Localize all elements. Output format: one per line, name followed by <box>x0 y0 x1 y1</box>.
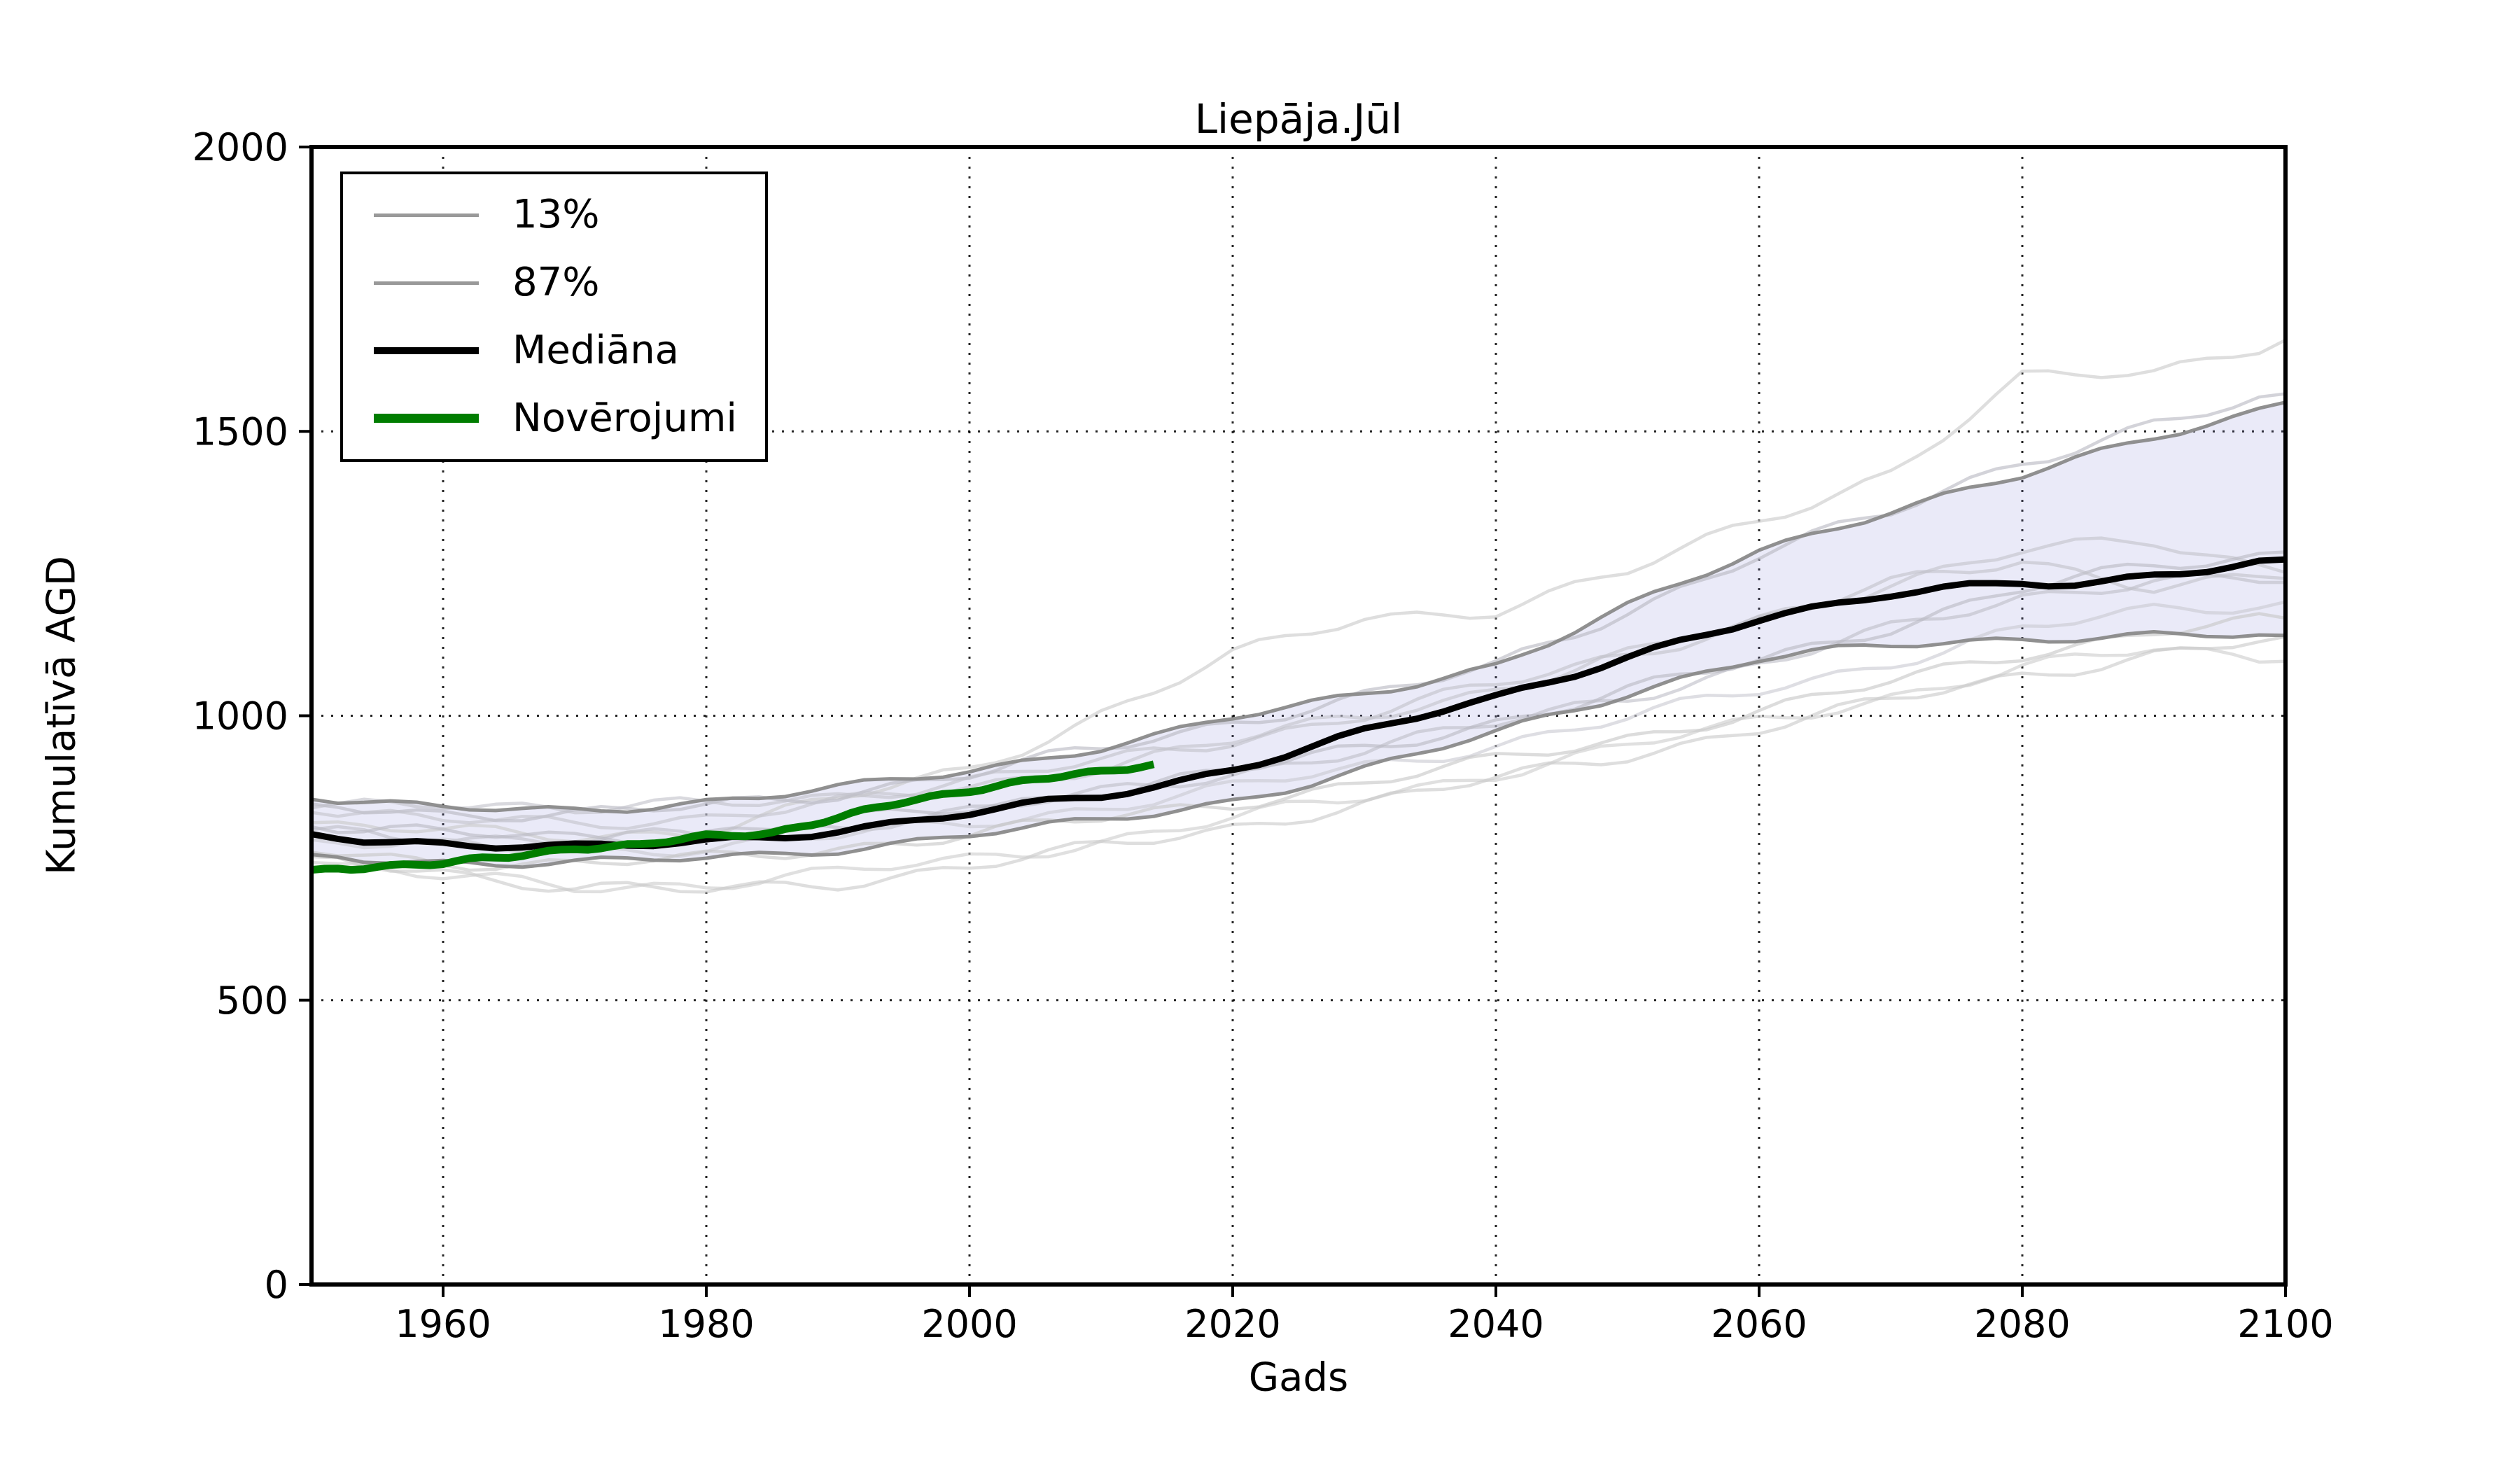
legend-label-noverojumi: Novērojumi <box>512 395 737 441</box>
legend-line-sample-noverojumi <box>374 414 479 424</box>
legend-item-87pct: 87% <box>374 263 765 302</box>
ensemble-10 <box>312 560 2286 815</box>
legend-item-13pct: 13% <box>374 195 765 234</box>
y-tick-label: 500 <box>216 979 288 1023</box>
x-tick-label: 1960 <box>395 1302 491 1346</box>
x-tick-label: 2060 <box>1711 1302 1807 1346</box>
y-tick-label: 2000 <box>192 125 288 169</box>
ensemble-5 <box>312 600 2286 858</box>
x-tick-label: 1980 <box>658 1302 754 1346</box>
x-tick-label: 2000 <box>921 1302 1017 1346</box>
legend: 13% 87% Mediāna Novērojumi <box>340 172 768 462</box>
chart-title: Liepāja.Jūl <box>1194 95 1403 143</box>
legend-label-mediana: Mediāna <box>512 327 679 373</box>
legend-label-87pct: 87% <box>512 260 600 306</box>
x-tick-label: 2080 <box>1974 1302 2070 1346</box>
legend-line-sample-87pct <box>374 281 479 285</box>
legend-label-13pct: 13% <box>512 192 600 238</box>
percentile-87-line <box>312 400 2286 814</box>
x-axis-label: Gads <box>1248 1354 1349 1401</box>
x-tick-label: 2040 <box>1448 1302 1544 1346</box>
legend-line-sample-mediana <box>374 346 479 354</box>
ensemble-9 <box>312 550 2286 845</box>
legend-item-mediana: Mediāna <box>374 327 765 373</box>
observations-line <box>312 760 1155 874</box>
legend-item-noverojumi: Novērojumi <box>374 395 765 441</box>
ensemble-3 <box>312 536 2286 830</box>
y-tick-label: 0 <box>265 1263 288 1307</box>
ensemble-4 <box>312 572 2286 847</box>
legend-line-sample-13pct <box>374 213 479 217</box>
x-tick-label: 2100 <box>2237 1302 2333 1346</box>
ensemble-6 <box>312 612 2286 872</box>
y-axis-label: Kumulatīvā AGD <box>38 556 85 875</box>
ensemble-8 <box>312 635 2286 894</box>
x-tick-label: 2020 <box>1184 1302 1280 1346</box>
percentile-13-line <box>312 630 2286 869</box>
y-tick-label: 1000 <box>192 694 288 738</box>
series-layer <box>312 338 2286 894</box>
y-tick-label: 1500 <box>192 410 288 454</box>
